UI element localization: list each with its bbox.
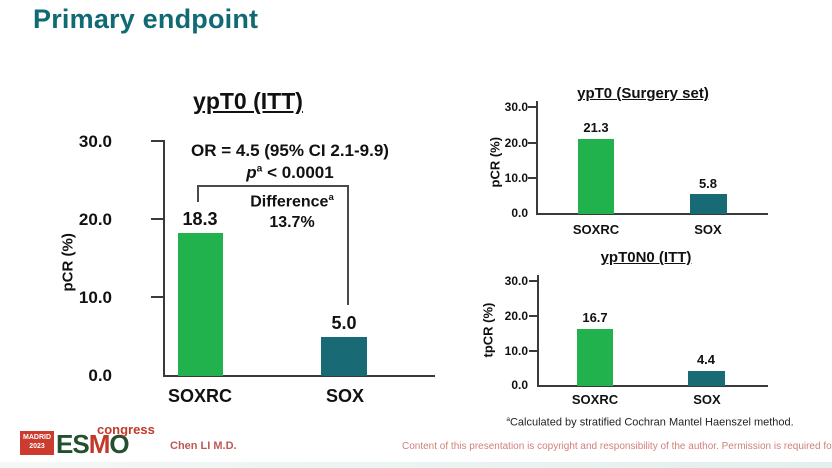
or-annotation: OR = 4.5 (95% CI 2.1-9.9) — [191, 141, 389, 160]
tick-mark — [528, 106, 537, 108]
p-value: < 0.0001 — [267, 163, 334, 182]
bar-sox — [321, 337, 367, 376]
x-label-soxrc: SOXRC — [167, 386, 232, 406]
x-label-sox: SOX — [325, 386, 364, 406]
difference-value: 13.7% — [269, 214, 315, 231]
y-tick-0: 0.0 — [511, 206, 528, 220]
y-tick-0: 0.0 — [511, 378, 528, 392]
bar-sox — [690, 194, 727, 214]
x-label-sox: SOX — [693, 392, 721, 407]
x-label-soxrc: SOXRC — [571, 392, 619, 407]
bar-value-sox: 5.8 — [698, 176, 718, 191]
footnote: aCalculated by stratified Cochran Mantel… — [506, 416, 794, 429]
tick-mark — [151, 296, 164, 298]
tick-mark — [528, 177, 537, 179]
y-tick-0: 0.0 — [88, 366, 112, 385]
bar-value-soxrc: 16.7 — [582, 310, 608, 325]
chart-title: ypT0 (Surgery set) — [577, 85, 709, 102]
y-tick-20: 20.0 — [78, 210, 112, 229]
bracket-left-arm — [197, 185, 199, 202]
copyright-notice: Content of this presentation is copyrigh… — [402, 441, 832, 452]
bottom-accent-strip — [0, 462, 832, 468]
tick-mark — [151, 140, 164, 142]
tick-mark — [529, 280, 538, 282]
y-tick-20: 20.0 — [504, 136, 528, 150]
difference-superscript: a — [328, 192, 334, 203]
chart-title: ypT0 (ITT) — [193, 88, 303, 114]
y-tick-10: 10.0 — [504, 171, 528, 185]
x-label-soxrc: SOXRC — [572, 222, 620, 237]
bar-value-soxrc: 18.3 — [182, 209, 218, 229]
bracket-right-arm — [347, 185, 349, 305]
bar-sox — [688, 371, 725, 386]
tick-mark — [529, 315, 538, 317]
page-title: Primary endpoint — [33, 4, 259, 34]
x-axis-line — [163, 375, 435, 377]
bar-soxrc — [178, 233, 223, 376]
tick-mark — [529, 350, 538, 352]
x-axis-line — [537, 385, 768, 387]
bar-value-sox: 5.0 — [331, 313, 357, 333]
presenter-name: Chen LI M.D. — [170, 440, 237, 452]
y-axis-line — [163, 140, 165, 377]
bar-value-sox: 4.4 — [696, 352, 716, 367]
bar-value-soxrc: 21.3 — [583, 120, 609, 135]
chart-title: ypT0N0 (ITT) — [600, 249, 692, 266]
y-tick-30: 30.0 — [504, 100, 528, 114]
y-tick-20: 20.0 — [504, 309, 528, 323]
y-tick-30: 30.0 — [504, 274, 528, 288]
y-axis-label: pCR (%) — [59, 233, 77, 292]
logo-city: MADRID — [23, 434, 51, 442]
x-label-sox: SOX — [694, 222, 722, 237]
tick-mark — [528, 142, 537, 144]
logo-year: 2023 — [29, 443, 45, 450]
p-symbol: p — [246, 163, 257, 182]
p-value-annotation: pa < 0.0001 — [140, 163, 440, 183]
bracket-horizontal-line — [197, 185, 349, 187]
bar-soxrc — [577, 329, 613, 386]
y-axis-line — [536, 101, 538, 215]
tick-mark — [151, 218, 164, 220]
difference-label: Differencea — [250, 192, 334, 211]
congress-label: congress — [97, 422, 155, 437]
esmo-red-m: M — [88, 429, 111, 459]
y-tick-10: 10.0 — [504, 344, 528, 358]
p-superscript: a — [256, 163, 263, 175]
y-axis-line — [537, 275, 539, 387]
x-axis-line — [536, 213, 768, 215]
y-tick-30: 30.0 — [78, 132, 112, 151]
y-tick-10: 10.0 — [78, 288, 112, 307]
footnote-superscript: a — [506, 416, 510, 423]
esmo-logo-text: ESMO — [56, 429, 130, 459]
madrid-2023-badge: MADRID 2023 — [20, 431, 54, 455]
bar-soxrc — [578, 139, 614, 214]
